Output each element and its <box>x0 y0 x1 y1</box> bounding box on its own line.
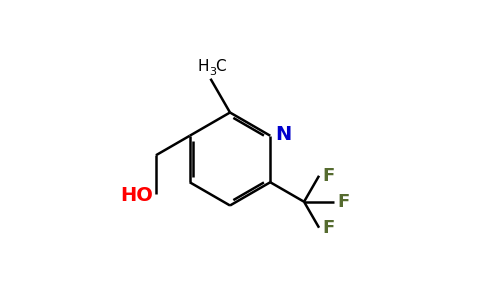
Text: 3: 3 <box>209 67 216 77</box>
Text: F: F <box>323 219 335 237</box>
Text: N: N <box>276 125 292 144</box>
Text: C: C <box>215 59 226 74</box>
Text: F: F <box>323 167 335 185</box>
Text: F: F <box>338 193 350 211</box>
Text: HO: HO <box>120 186 153 205</box>
Text: H: H <box>197 59 209 74</box>
